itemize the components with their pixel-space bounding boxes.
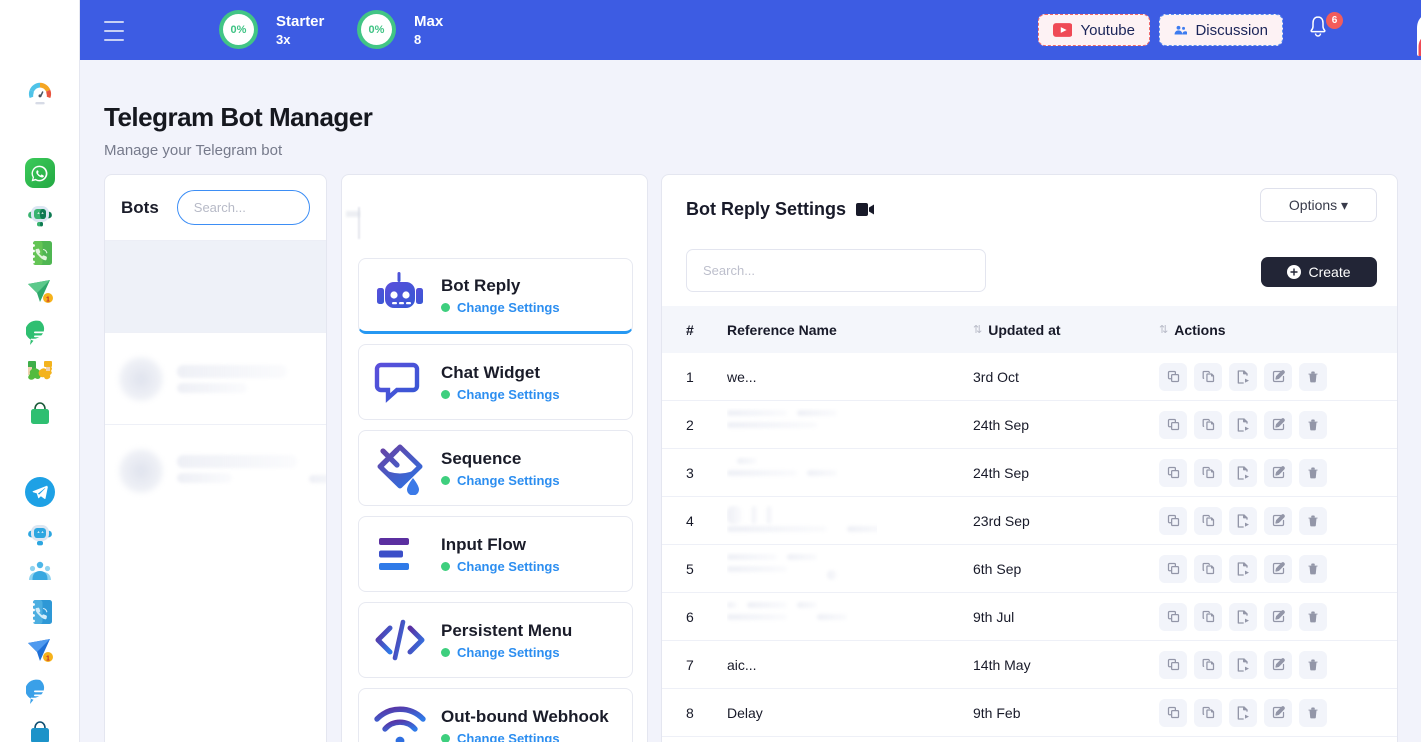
svg-text:1: 1 (46, 655, 50, 662)
svg-text:1: 1 (46, 296, 50, 303)
